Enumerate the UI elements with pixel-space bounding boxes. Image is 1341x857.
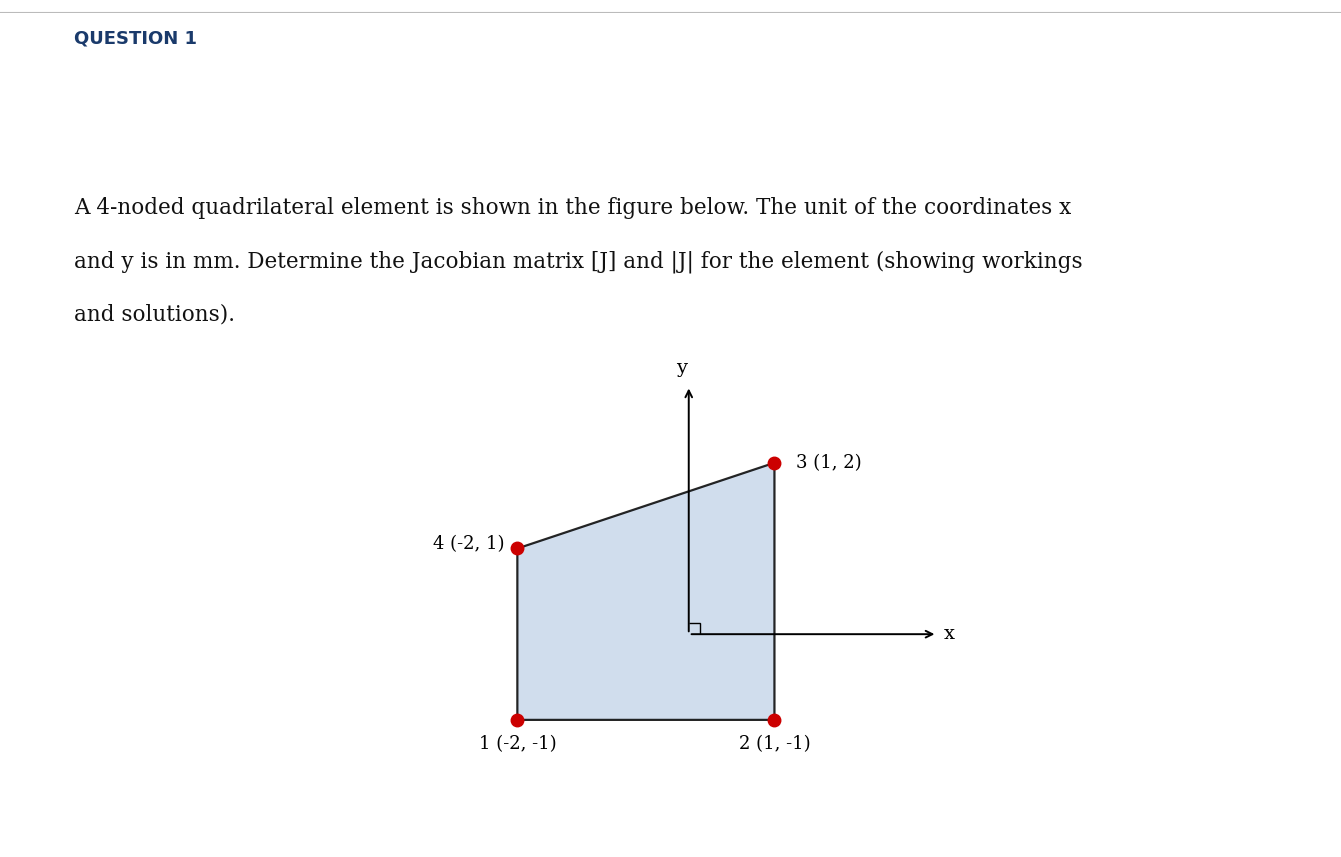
Text: QUESTION 1: QUESTION 1 <box>74 30 197 48</box>
Text: and y is in mm. Determine the Jacobian matrix [J] and |J| for the element (showi: and y is in mm. Determine the Jacobian m… <box>74 250 1082 273</box>
Text: x: x <box>944 625 955 644</box>
Text: y: y <box>676 359 688 377</box>
Text: A 4-noded quadrilateral element is shown in the figure below. The unit of the co: A 4-noded quadrilateral element is shown… <box>74 197 1071 219</box>
Text: 3 (1, 2): 3 (1, 2) <box>795 453 861 472</box>
Polygon shape <box>518 463 775 720</box>
Text: and solutions).: and solutions). <box>74 303 235 326</box>
Text: 1 (-2, -1): 1 (-2, -1) <box>479 735 557 753</box>
Text: 4 (-2, 1): 4 (-2, 1) <box>433 535 504 554</box>
Text: 2 (1, -1): 2 (1, -1) <box>739 735 810 753</box>
